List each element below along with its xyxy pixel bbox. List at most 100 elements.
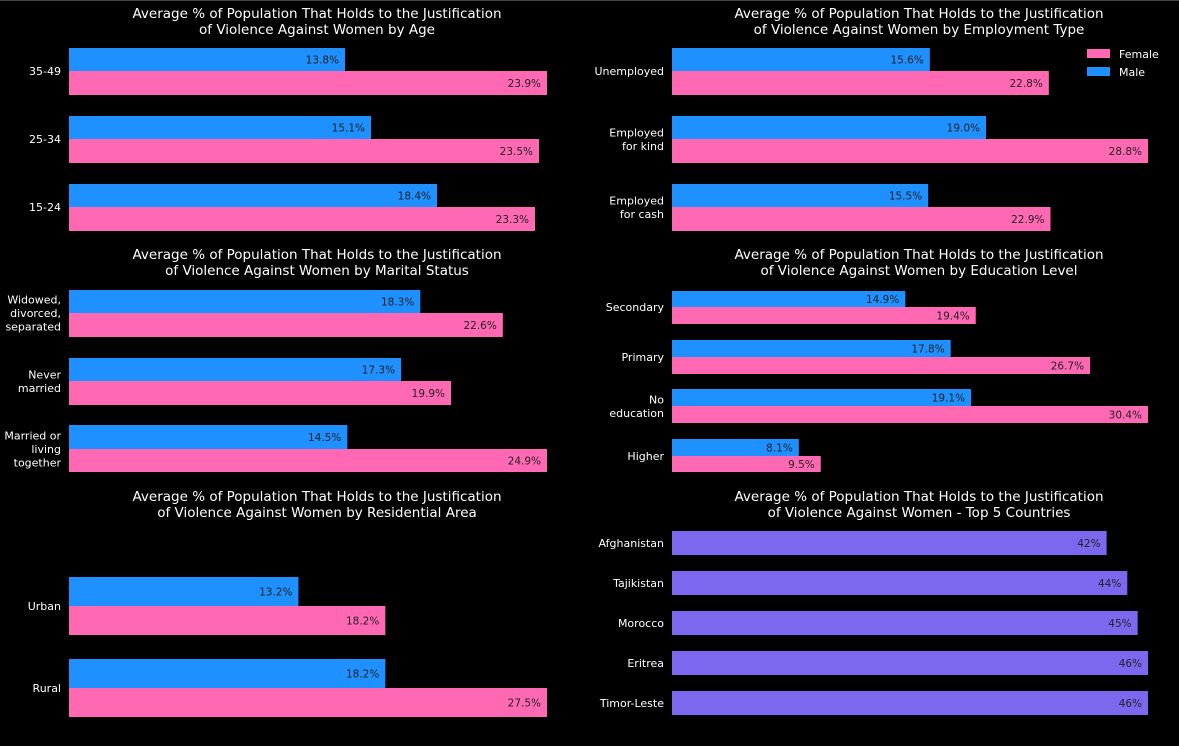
marital-bar-female: [69, 313, 503, 337]
countries-value-label: 46%: [1119, 698, 1142, 710]
residence-value-label-male: 13.2%: [259, 587, 292, 599]
education-bar-female: [672, 406, 1148, 423]
employment-bar-female: [672, 71, 1049, 95]
age-value-label-male: 15.1%: [332, 123, 365, 135]
countries-category-label: Morocco: [618, 617, 664, 630]
education-category-label: No: [649, 393, 664, 406]
employment-bar-male: [672, 184, 929, 207]
age-chart-title: Average % of Population That Holds to th…: [132, 6, 501, 22]
age-bar-male: [69, 184, 437, 207]
residence-value-label-male: 18.2%: [346, 669, 379, 681]
residence-category-label: Rural: [33, 682, 61, 695]
education-category-label: Primary: [621, 351, 664, 364]
employment-bar-male: [672, 48, 930, 71]
marital-value-label-male: 17.3%: [362, 365, 395, 377]
residence-bar-female: [69, 606, 386, 635]
marital-category-label: together: [14, 457, 62, 470]
employment-chart-title: Average % of Population That Holds to th…: [734, 6, 1103, 22]
employment-value-label-male: 15.5%: [889, 191, 922, 203]
education-value-label-female: 9.5%: [788, 459, 815, 471]
education-bar-male: [672, 340, 951, 357]
marital-category-label: living: [31, 443, 61, 456]
marital-chart-title: of Violence Against Women by Marital Sta…: [165, 263, 469, 279]
employment-value-label-female: 22.9%: [1011, 214, 1044, 226]
education-bar-male: [672, 389, 972, 406]
marital-category-label: Never: [28, 368, 61, 381]
legend-label-male: Male: [1119, 66, 1145, 79]
legend-swatch-female: [1087, 49, 1110, 58]
employment-bar-female: [672, 207, 1051, 231]
marital-bar-male: [69, 358, 402, 381]
countries-category-label: Afghanistan: [599, 537, 665, 550]
age-bar-male: [69, 116, 371, 139]
residence-value-label-female: 27.5%: [508, 698, 541, 710]
education-value-label-male: 8.1%: [766, 443, 793, 455]
education-value-label-male: 19.1%: [932, 393, 965, 405]
age-bar-female: [69, 207, 535, 231]
employment-bar-female: [672, 139, 1148, 163]
education-bar-male: [672, 439, 799, 456]
education-chart-title: of Violence Against Women by Education L…: [761, 263, 1078, 279]
education-category-label: Higher: [627, 450, 664, 463]
age-category-label: 25-34: [29, 133, 61, 146]
age-value-label-male: 18.4%: [398, 191, 431, 203]
employment-category-label: Employed: [609, 126, 664, 139]
employment-bar-male: [672, 116, 987, 139]
marital-value-label-female: 22.6%: [463, 320, 496, 332]
countries-bar: [672, 611, 1138, 635]
residence-bar-male: [69, 577, 299, 606]
countries-bar: [672, 691, 1148, 715]
employment-category-label: Employed: [609, 194, 664, 207]
top-divider: [0, 0, 1179, 1]
marital-category-label: separated: [5, 321, 61, 334]
countries-chart-title: Average % of Population That Holds to th…: [734, 489, 1103, 505]
countries-bar: [672, 651, 1148, 675]
age-category-label: 35-49: [29, 65, 61, 78]
age-value-label-female: 23.9%: [508, 78, 541, 90]
marital-bar-female: [69, 381, 452, 405]
marital-bar-male: [69, 425, 348, 449]
marital-value-label-male: 14.5%: [308, 432, 341, 444]
countries-value-label: 45%: [1108, 618, 1131, 630]
countries-chart-title: of Violence Against Women - Top 5 Countr…: [768, 505, 1071, 521]
education-value-label-female: 30.4%: [1109, 410, 1142, 422]
age-bar-male: [69, 48, 345, 71]
marital-category-label: Married or: [4, 430, 61, 443]
residence-bar-male: [69, 659, 386, 688]
marital-value-label-male: 18.3%: [381, 297, 414, 309]
marital-bar-male: [69, 290, 421, 313]
education-chart-title: Average % of Population That Holds to th…: [734, 247, 1103, 263]
employment-value-label-male: 15.6%: [890, 55, 923, 67]
marital-category-label: Widowed,: [7, 294, 61, 307]
residence-chart-title: Average % of Population That Holds to th…: [132, 489, 501, 505]
education-bar-female: [672, 307, 976, 324]
education-value-label-female: 26.7%: [1051, 361, 1084, 373]
education-bar-female: [672, 456, 821, 472]
marital-bar-female: [69, 449, 547, 472]
countries-value-label: 42%: [1077, 538, 1100, 550]
employment-chart-title: of Violence Against Women by Employment …: [754, 22, 1085, 38]
age-chart-title: of Violence Against Women by Age: [199, 22, 435, 38]
marital-chart-title: Average % of Population That Holds to th…: [132, 247, 501, 263]
education-bar-male: [672, 291, 906, 307]
age-value-label-female: 23.3%: [496, 214, 529, 226]
education-bar-female: [672, 357, 1091, 374]
education-category-label: Secondary: [606, 301, 665, 314]
age-bar-female: [69, 71, 547, 95]
residence-value-label-female: 18.2%: [346, 616, 379, 628]
age-category-label: 15-24: [29, 201, 61, 214]
age-value-label-female: 23.5%: [500, 146, 533, 158]
age-bar-female: [69, 139, 539, 163]
employment-value-label-male: 19.0%: [947, 123, 980, 135]
legend-swatch-male: [1087, 67, 1110, 76]
marital-category-label: divorced,: [10, 307, 61, 320]
countries-category-label: Eritrea: [627, 657, 664, 670]
marital-value-label-female: 24.9%: [508, 456, 541, 468]
countries-bar: [672, 571, 1128, 595]
employment-category-label: for kind: [622, 140, 664, 153]
education-value-label-male: 17.8%: [911, 344, 944, 356]
education-value-label-male: 14.9%: [866, 294, 899, 306]
marital-category-label: married: [18, 382, 61, 395]
employment-category-label: Unemployed: [594, 65, 664, 78]
